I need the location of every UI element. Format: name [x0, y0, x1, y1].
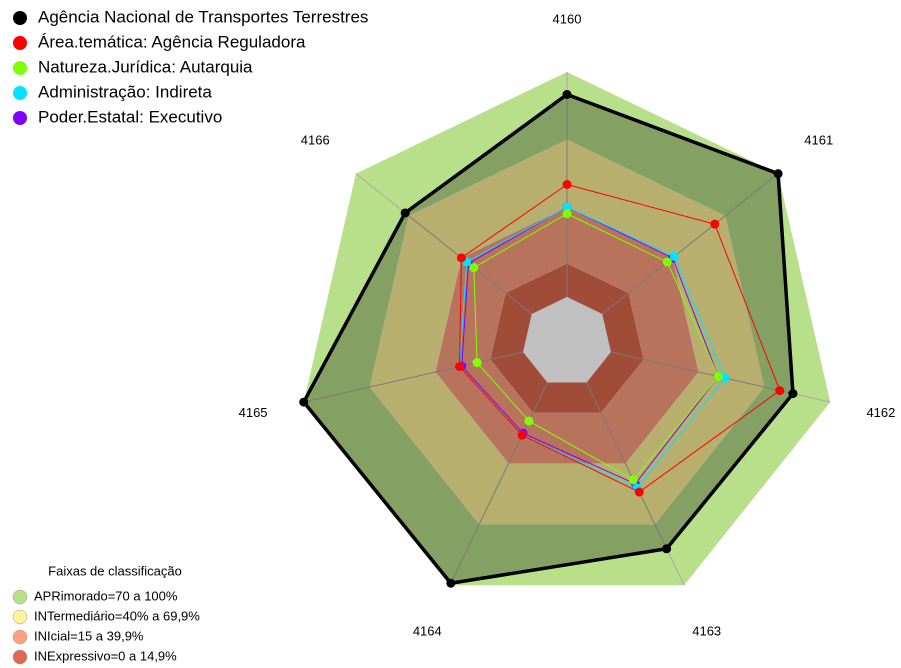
legend-marker	[13, 61, 27, 75]
series-line	[301, 92, 795, 586]
axis-label: 4163	[692, 624, 721, 639]
band-legend-label: INTermediário=40% a 69,9%	[34, 608, 200, 623]
legend-label: Agência Nacional de Transportes Terrestr…	[38, 7, 368, 26]
axis-label: 4164	[413, 624, 442, 639]
band-legend-marker	[12, 629, 28, 645]
band-legend-label: APRimorado=70 a 100%	[34, 588, 178, 603]
point	[628, 475, 638, 485]
series-line	[461, 206, 719, 485]
band-legend-label: INIcial=15 a 39,9%	[34, 628, 144, 643]
point	[710, 219, 720, 229]
point	[775, 386, 785, 396]
point	[773, 169, 783, 179]
series-line	[459, 206, 726, 489]
band-legend-marker	[12, 609, 28, 625]
axis-label: 4161	[804, 133, 833, 148]
legend-label: Natureza.Jurídica: Autarquia	[38, 57, 253, 76]
legend-label: Área.temática: Agência Reguladora	[38, 32, 306, 51]
series-line	[459, 183, 781, 493]
point	[662, 544, 672, 554]
legend-marker	[13, 86, 27, 100]
band	[369, 139, 765, 525]
point	[299, 397, 309, 407]
point	[669, 251, 679, 261]
point	[562, 202, 572, 212]
band	[303, 72, 831, 586]
legend-label: Poder.Estatal: Executivo	[38, 107, 222, 126]
point	[456, 253, 466, 263]
axis-label: 4160	[553, 11, 582, 26]
point	[662, 257, 672, 267]
band	[435, 207, 699, 464]
point	[446, 578, 456, 588]
point	[469, 263, 479, 273]
axis-label: 4165	[239, 405, 268, 420]
point	[713, 372, 723, 382]
band-legend-marker	[12, 649, 28, 665]
point	[562, 209, 572, 219]
point	[562, 90, 572, 99]
series-line	[473, 213, 719, 481]
legend-marker	[13, 11, 27, 25]
bands-title: Faixas de classificação	[48, 563, 182, 578]
legend-marker	[13, 111, 27, 125]
center	[523, 297, 611, 383]
band	[490, 263, 644, 413]
legend-label: Administração: Indireta	[38, 82, 212, 101]
point	[400, 208, 410, 218]
point	[517, 430, 527, 440]
point	[524, 416, 534, 426]
band-legend-marker	[12, 589, 28, 605]
axis-label: 4166	[301, 133, 330, 148]
point	[455, 362, 465, 372]
point	[472, 358, 482, 368]
axis-label: 4162	[866, 405, 895, 420]
band-legend-label: INExpressivo=0 a 14,9%	[34, 648, 177, 663]
point	[562, 180, 572, 189]
point	[634, 487, 644, 497]
legend-marker	[13, 36, 27, 50]
point	[788, 389, 798, 399]
